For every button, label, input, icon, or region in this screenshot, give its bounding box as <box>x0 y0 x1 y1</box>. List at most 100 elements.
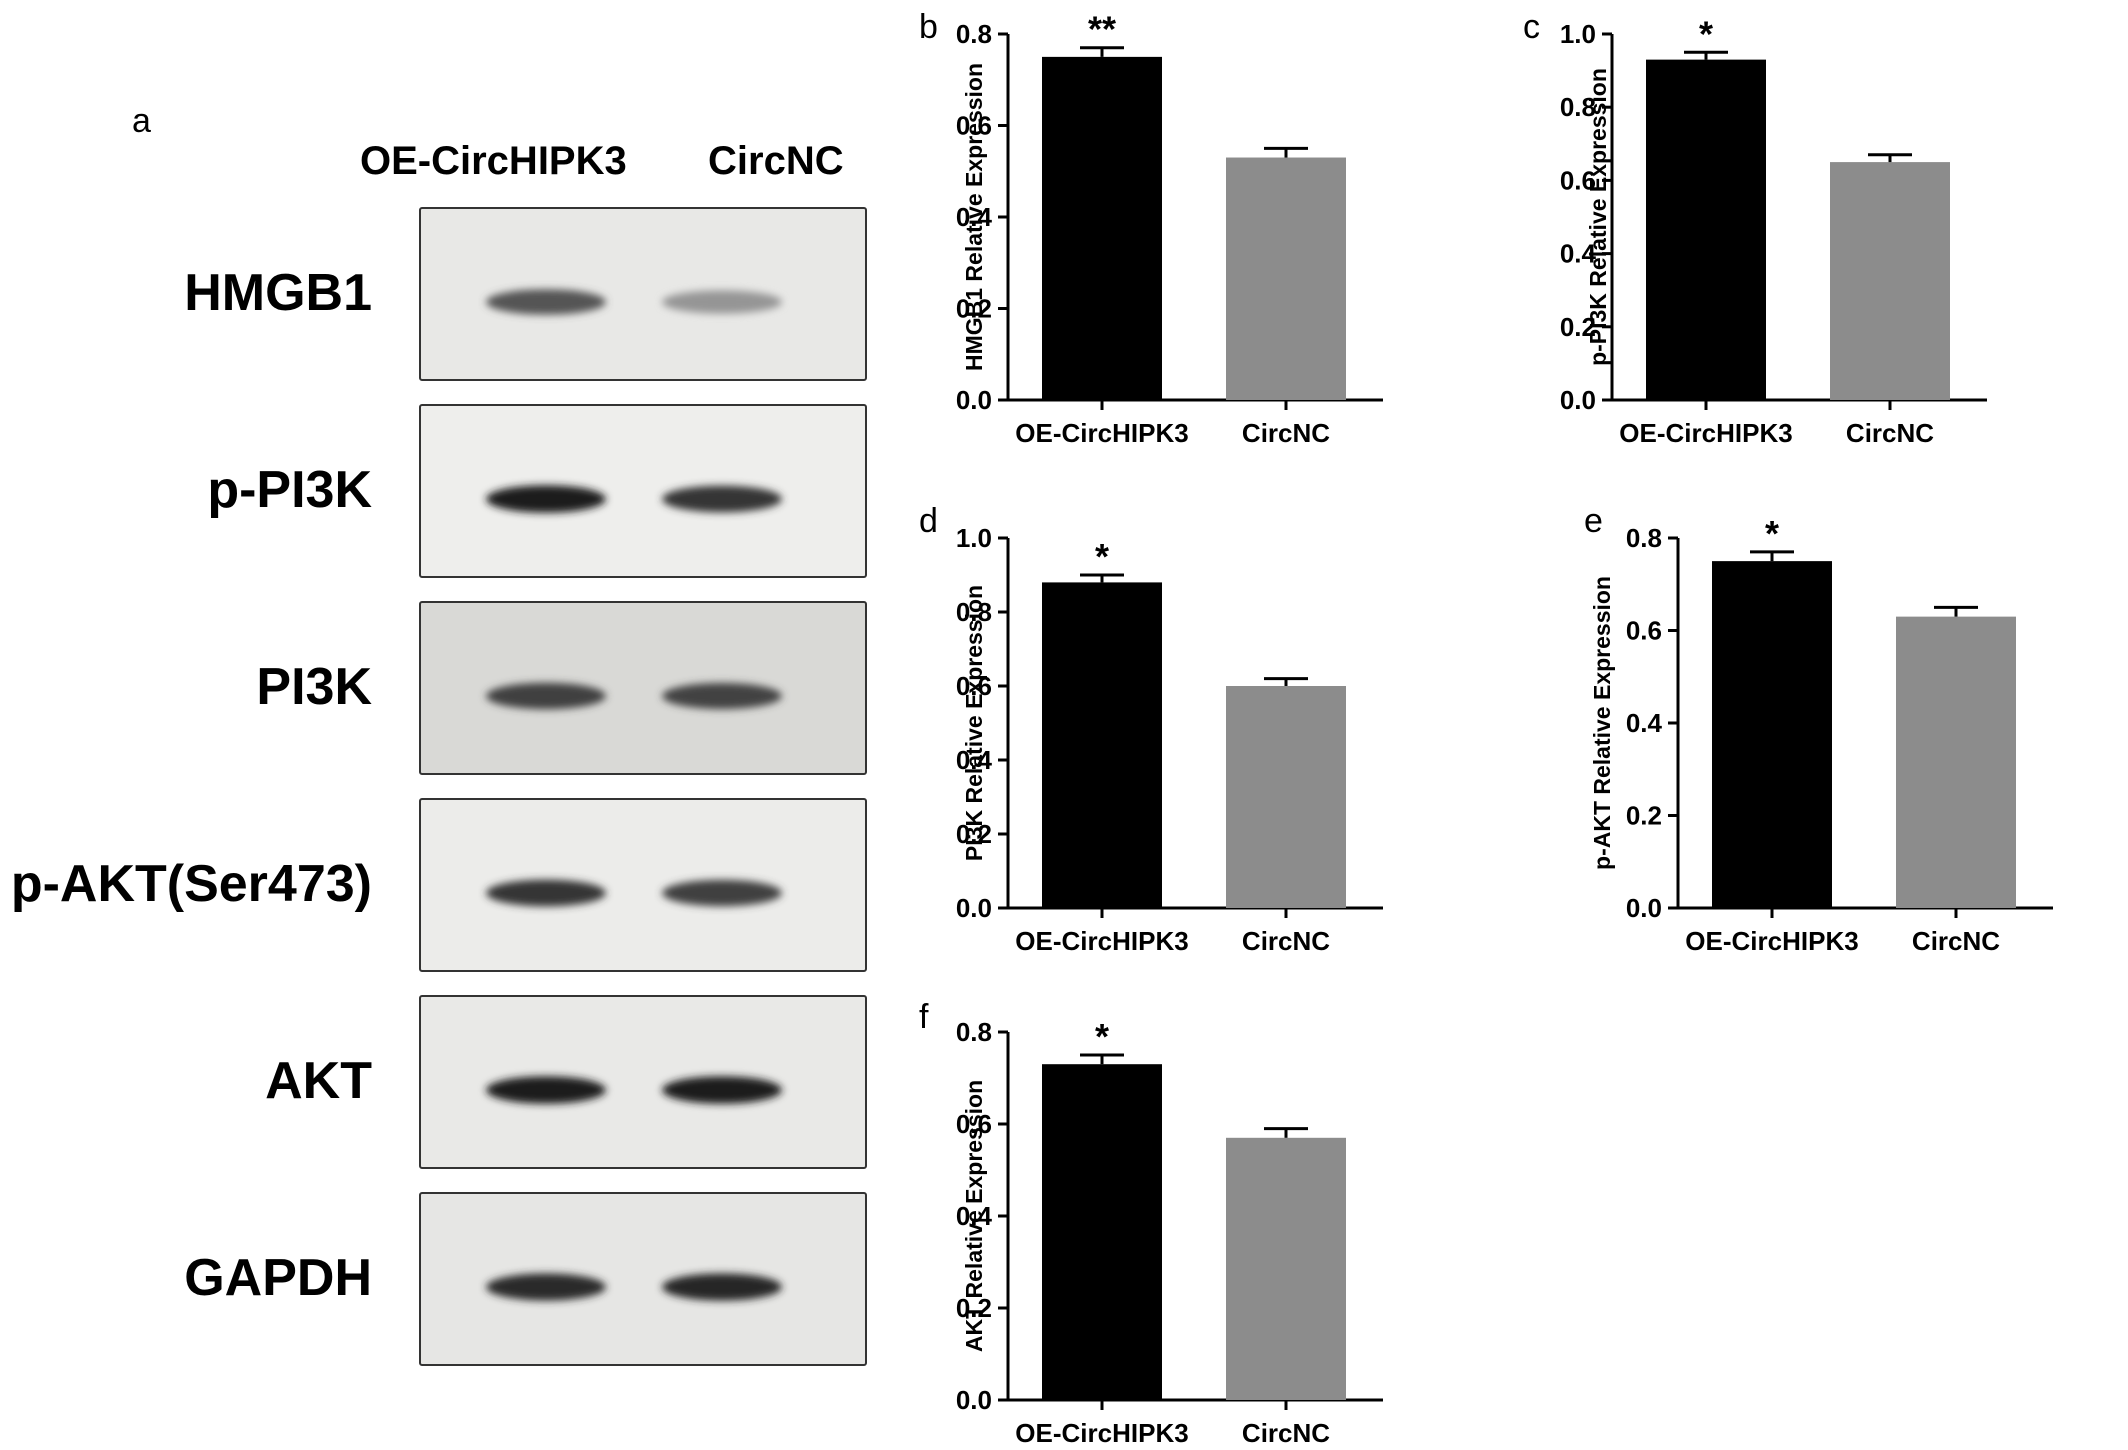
panel-letter-d: d <box>919 502 938 540</box>
blot-band-oe-circhipk3 <box>486 485 606 513</box>
x-tick-label-circnc: CircNC <box>1242 418 1330 448</box>
y-tick-label: 0.8 <box>1626 523 1662 553</box>
blot-band-circnc <box>662 485 782 513</box>
chart-panel-d: d PI3K Relative Expression 0.0 0.2 0.4 0.6 0.8… <box>919 502 1383 956</box>
blot-row-gapdh: GAPDH <box>184 1192 867 1366</box>
panel-letter-c: c <box>1523 8 1540 46</box>
blot-band-circnc <box>662 879 782 907</box>
chart-panel-f: f AKT Relative Expression 0.0 0.2 0.4 0.6 0.8 O… <box>919 998 1383 1448</box>
blot-label-akt: AKT <box>265 1052 372 1110</box>
y-axis-label: PI3K Relative Expression <box>961 585 987 861</box>
blot-label-gapdh: GAPDH <box>184 1249 372 1307</box>
chart-panel-c: c p-PI3K Relative Expression 0.0 0.2 0.4 0.6 0… <box>1523 8 1987 448</box>
bar-oe-circhipk3 <box>1042 582 1162 908</box>
western-blot-panel: a OE-CircHIPK3 CircNC HMGB1 p-PI3K PI3K p-A… <box>11 102 867 1366</box>
bar-oe-circhipk3 <box>1042 1064 1162 1400</box>
bar-circnc <box>1226 1137 1346 1400</box>
y-tick-label: 0.2 <box>1626 801 1662 831</box>
y-tick-label: 0.2 <box>956 294 992 324</box>
y-tick-label: 0.6 <box>1626 616 1662 646</box>
y-tick-label: 0.2 <box>956 1293 992 1323</box>
blot-membrane <box>419 601 867 775</box>
significance-marker: ** <box>1088 9 1116 50</box>
y-tick-label: 0.4 <box>956 745 993 775</box>
bar-circnc <box>1226 686 1346 908</box>
x-tick-label-circnc: CircNC <box>1242 926 1330 956</box>
x-tick-label-oe-circhipk3: OE-CircHIPK3 <box>1015 1418 1188 1448</box>
y-tick-label: 0.8 <box>956 1017 992 1047</box>
x-tick-label-oe-circhipk3: OE-CircHIPK3 <box>1015 926 1188 956</box>
blot-membrane <box>419 995 867 1169</box>
y-tick-label: 0.0 <box>1626 893 1662 923</box>
blot-band-oe-circhipk3 <box>486 1076 606 1104</box>
significance-marker: * <box>1699 13 1713 54</box>
y-tick-label: 0.0 <box>956 1385 992 1415</box>
x-tick-label-circnc: CircNC <box>1242 1418 1330 1448</box>
y-tick-label: 0.2 <box>956 819 992 849</box>
blot-label-pi3k: PI3K <box>256 658 372 716</box>
y-axis-label: p-PI3K Relative Expression <box>1585 68 1611 366</box>
blot-row-p-pi3k: p-PI3K <box>207 404 867 578</box>
y-tick-label: 1.0 <box>1560 19 1596 49</box>
blot-band-oe-circhipk3 <box>486 682 606 710</box>
bar-circnc <box>1896 616 2016 908</box>
y-tick-label: 0.6 <box>1560 165 1596 195</box>
y-tick-label: 0.6 <box>956 111 992 141</box>
blot-label-hmgb1: HMGB1 <box>184 264 372 322</box>
y-axis-label: p-AKT Relative Expression <box>1589 576 1615 870</box>
chart-panel-b: b HMGB1 Relative Expression 0.0 0.2 0.4 0.6 0.… <box>919 8 1383 448</box>
significance-marker: * <box>1095 536 1109 577</box>
panel-letter-f: f <box>919 998 929 1036</box>
blot-band-circnc <box>662 1076 782 1104</box>
blot-membrane <box>419 404 867 578</box>
bar-circnc <box>1226 157 1346 400</box>
panel-letter-e: e <box>1584 502 1603 540</box>
y-axis-label: HMGB1 Relative Expression <box>961 63 987 371</box>
x-tick-label-oe-circhipk3: OE-CircHIPK3 <box>1015 418 1188 448</box>
x-tick-label-oe-circhipk3: OE-CircHIPK3 <box>1685 926 1858 956</box>
bar-circnc <box>1830 162 1950 400</box>
significance-marker: * <box>1765 513 1779 554</box>
y-tick-label: 0.0 <box>956 893 992 923</box>
blot-band-oe-circhipk3 <box>486 1273 606 1301</box>
y-tick-label: 0.0 <box>956 385 992 415</box>
y-tick-label: 0.4 <box>956 1201 993 1231</box>
blot-row-hmgb1: HMGB1 <box>184 207 867 381</box>
y-tick-label: 0.2 <box>1560 312 1596 342</box>
panel-letter-b: b <box>919 8 938 46</box>
blot-band-circnc <box>662 682 782 710</box>
bar-oe-circhipk3 <box>1646 59 1766 401</box>
chart-panel-e: e p-AKT Relative Expression 0.0 0.2 0.4 0.6 0.… <box>1584 502 2053 956</box>
blot-band-oe-circhipk3 <box>486 879 606 907</box>
panel-letter-a: a <box>132 102 151 140</box>
blot-membrane <box>419 207 867 381</box>
blot-membrane <box>419 1192 867 1366</box>
y-tick-label: 0.4 <box>1560 239 1597 269</box>
y-tick-label: 0.8 <box>1560 92 1596 122</box>
blot-label-p-akt-ser473: p-AKT(Ser473) <box>11 855 372 913</box>
significance-marker: * <box>1095 1016 1109 1057</box>
lane-label-oe-circhipk3: OE-CircHIPK3 <box>360 139 627 183</box>
y-tick-label: 0.6 <box>956 1109 992 1139</box>
y-tick-label: 0.4 <box>956 202 993 232</box>
blot-band-oe-circhipk3 <box>486 289 606 315</box>
bar-oe-circhipk3 <box>1042 56 1162 400</box>
blot-row-pi3k: PI3K <box>256 601 867 775</box>
y-axis-label: AKT Relative Expression <box>961 1080 987 1352</box>
y-tick-label: 0.8 <box>956 19 992 49</box>
x-tick-label-circnc: CircNC <box>1846 418 1934 448</box>
blot-row-p-akt-ser473: p-AKT(Ser473) <box>11 798 867 972</box>
y-tick-label: 0.8 <box>956 597 992 627</box>
y-tick-label: 0.0 <box>1560 385 1596 415</box>
y-tick-label: 0.6 <box>956 671 992 701</box>
lane-label-circnc: CircNC <box>708 139 844 183</box>
blot-band-circnc <box>662 1273 782 1301</box>
x-tick-label-oe-circhipk3: OE-CircHIPK3 <box>1619 418 1792 448</box>
bar-oe-circhipk3 <box>1712 561 1832 908</box>
blot-band-circnc <box>662 290 782 314</box>
y-tick-label: 0.4 <box>1626 708 1663 738</box>
blot-row-akt: AKT <box>265 995 867 1169</box>
blot-label-p-pi3k: p-PI3K <box>207 461 372 519</box>
blot-membrane <box>419 798 867 972</box>
